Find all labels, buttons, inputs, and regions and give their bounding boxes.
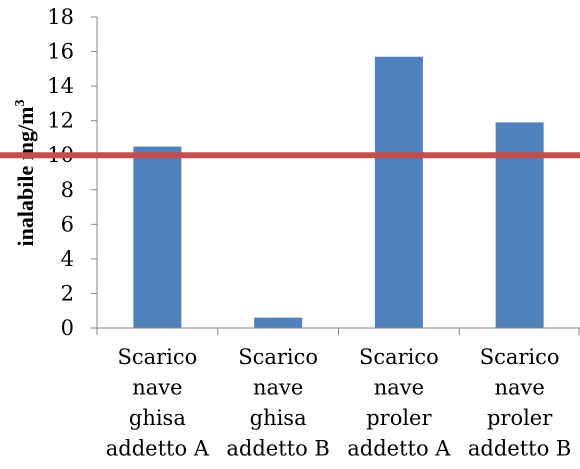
x-tick-label-line: nave: [132, 376, 182, 400]
x-tick-label-line: addetto A: [106, 437, 210, 461]
y-axis-label: inalabile mg/m3: [13, 100, 38, 247]
y-tick-label: 4: [61, 247, 74, 271]
y-axis: 024681012141618: [47, 5, 98, 340]
bars: [133, 56, 544, 329]
y-tick-label: 14: [47, 74, 74, 98]
x-tick-label-line: addetto B: [226, 437, 329, 461]
bar: [374, 56, 423, 328]
x-tick-label-line: nave: [374, 376, 424, 400]
y-axis-title-text: inalabile mg/m: [13, 107, 38, 247]
x-tick-label-line: Scarico: [480, 345, 560, 369]
bar: [254, 317, 303, 328]
x-tick-label-line: nave: [494, 376, 544, 400]
y-tick-label: 16: [47, 40, 74, 64]
x-tick-label: Scarico nave proler addetto A: [347, 345, 451, 461]
y-tick-label: 18: [47, 5, 74, 29]
x-tick-label-line: nave: [253, 376, 303, 400]
x-tick-label-line: Scarico: [117, 345, 197, 369]
x-axis: Scarico nave ghisa addetto A Scarico nave ghis…: [96, 327, 580, 461]
x-tick-label-line: proler: [487, 406, 553, 430]
bar: [133, 146, 182, 328]
y-axis-title: inalabile mg/m3: [13, 100, 38, 247]
x-tick-label-line: ghisa: [129, 406, 186, 430]
x-tick-label: Scarico nave proler addetto B: [468, 345, 571, 461]
y-tick-label: 8: [61, 178, 74, 202]
x-tick-label-line: ghisa: [250, 406, 307, 430]
x-tick-label-line: Scarico: [359, 345, 439, 369]
y-axis-title-superscript: 3: [13, 100, 28, 107]
x-tick-label-line: addetto B: [468, 437, 571, 461]
x-tick-label-line: Scarico: [238, 345, 318, 369]
y-tick-label: 0: [61, 316, 74, 340]
y-tick-label: 12: [47, 109, 74, 133]
x-tick-label: Scarico nave ghisa addetto A: [106, 345, 210, 461]
x-tick-label-line: addetto A: [347, 437, 451, 461]
x-tick-label: Scarico nave ghisa addetto B: [226, 345, 329, 461]
x-tick-label-line: proler: [366, 406, 432, 430]
y-tick-label: 6: [61, 212, 74, 236]
y-tick-label: 2: [61, 281, 74, 305]
